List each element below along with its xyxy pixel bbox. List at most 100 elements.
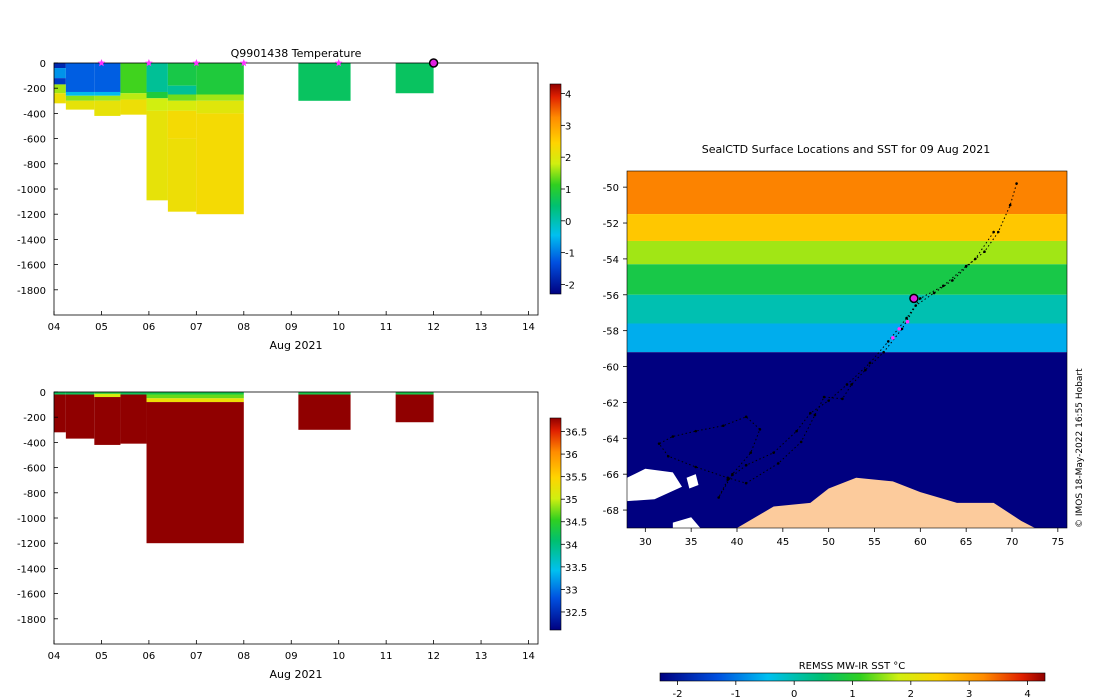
temperature-ytick-label--400: -400 bbox=[23, 109, 46, 120]
salinity-xtick-label-06: 06 bbox=[143, 651, 156, 662]
temperature-profile-5-layer-5 bbox=[167, 138, 197, 212]
temperature-title: Q9901438 Temperature bbox=[231, 47, 362, 60]
salinity-profile-4-layer-2 bbox=[146, 398, 244, 403]
map-xtick-label-65: 65 bbox=[960, 537, 973, 548]
map-xtick-label-40: 40 bbox=[731, 537, 744, 548]
recent-track-point-0 bbox=[905, 319, 910, 324]
sst-band-4 bbox=[627, 294, 1067, 324]
temperature-profile-1-layer-2 bbox=[65, 95, 95, 101]
salinity-profile-0-layer-1 bbox=[54, 394, 66, 433]
temperature-marker-circle-5 bbox=[428, 58, 439, 68]
temperature-profile-6-layer-3 bbox=[196, 113, 244, 215]
salinity-profile-5-layer-1 bbox=[298, 394, 351, 430]
map-ytick-label--58: -58 bbox=[603, 327, 619, 338]
temperature-profile-7-layer-0 bbox=[298, 63, 351, 101]
salinity-cbar-label-33: 33 bbox=[565, 585, 578, 596]
temperature-xtick-label-05: 05 bbox=[95, 322, 108, 333]
salinity-profile-2-layer-2 bbox=[94, 397, 121, 445]
map-ytick-label--60: -60 bbox=[603, 363, 619, 374]
current-location-marker bbox=[909, 293, 919, 304]
temperature-colorbar bbox=[549, 83, 562, 295]
sst-cbar-label--2: -2 bbox=[673, 689, 683, 700]
sst-map-layer bbox=[627, 171, 1067, 528]
temperature-profile-2-layer-0 bbox=[94, 63, 121, 92]
salinity-profile-1-layer-1 bbox=[65, 394, 95, 439]
temperature-profile-6-layer-2 bbox=[196, 100, 244, 114]
sst-band-2 bbox=[627, 240, 1067, 265]
salinity-xtick-label-05: 05 bbox=[95, 651, 108, 662]
sst-cbar-label-2: 2 bbox=[908, 689, 914, 700]
salinity-profile-0-layer-0 bbox=[54, 392, 66, 395]
salinity-ytick-label--1200: -1200 bbox=[17, 539, 46, 550]
temperature-profile-3-layer-0 bbox=[120, 63, 147, 94]
temperature-axes: 04 05 06 07 08 09 10 11 12 13 14 0 -200 -400 -600 -800 -… bbox=[17, 58, 535, 333]
temperature-cbar-label-1: 1 bbox=[565, 185, 571, 196]
sst-band-0 bbox=[627, 171, 1067, 215]
sst-cbar-label-0: 0 bbox=[791, 689, 797, 700]
map-xtick-label-35: 35 bbox=[685, 537, 698, 548]
salinity-ytick-label--1600: -1600 bbox=[17, 590, 46, 601]
temperature-colorbar-ticks: -2 -1 0 1 2 3 4 bbox=[561, 90, 575, 291]
track-point-33 bbox=[822, 395, 826, 399]
temperature-ytick-label-0: 0 bbox=[40, 59, 46, 70]
temperature-marker-star-1 bbox=[145, 59, 153, 67]
temperature-marker-star-0 bbox=[97, 59, 106, 67]
temperature-profile-5-layer-0 bbox=[167, 63, 197, 86]
temperature-ytick-label--600: -600 bbox=[23, 135, 46, 146]
map-xtick-label-50: 50 bbox=[822, 537, 835, 548]
temperature-profile-5-layer-1 bbox=[167, 85, 197, 95]
map-xtick-label-45: 45 bbox=[776, 537, 789, 548]
temperature-data-layer bbox=[54, 63, 434, 215]
salinity-profile-4-layer-1 bbox=[146, 394, 244, 399]
temperature-xtick-label-07: 07 bbox=[190, 322, 203, 333]
temperature-cbar-label-2: 2 bbox=[565, 153, 571, 164]
salinity-cbar-label-35.5: 35.5 bbox=[565, 473, 587, 484]
temperature-xtick-label-04: 04 bbox=[48, 322, 61, 333]
map-ytick-label--66: -66 bbox=[603, 470, 619, 481]
temperature-profile-1-layer-3 bbox=[65, 100, 95, 110]
antarctica-land bbox=[737, 477, 1035, 528]
salinity-xlabel: Aug 2021 bbox=[270, 668, 323, 681]
sst-colorbar bbox=[659, 672, 1046, 682]
temperature-profile-0-layer-2 bbox=[54, 78, 66, 85]
temperature-profile-4-layer-3 bbox=[146, 110, 168, 201]
sst-band-1 bbox=[627, 214, 1067, 241]
salinity-profile-3-layer-1 bbox=[120, 394, 147, 444]
salinity-colorbar-ticks: 32.5 33 33.5 34 34.5 35 35.5 36 36.5 bbox=[561, 428, 587, 619]
temperature-profile-4-layer-1 bbox=[146, 91, 168, 99]
temperature-cbar-label-0: 0 bbox=[565, 217, 571, 228]
salinity-profile-6-layer-0 bbox=[395, 392, 434, 395]
temperature-profile-2-layer-2 bbox=[94, 95, 121, 101]
temperature-ytick-label--200: -200 bbox=[23, 84, 46, 95]
map-xtick-label-60: 60 bbox=[914, 537, 927, 548]
salinity-cbar-label-36: 36 bbox=[565, 450, 578, 461]
map-ytick-label--68: -68 bbox=[603, 506, 619, 517]
salinity-xtick-label-11: 11 bbox=[380, 651, 393, 662]
temperature-xlabel: Aug 2021 bbox=[270, 339, 323, 352]
salinity-ytick-label--1800: -1800 bbox=[17, 615, 46, 626]
salinity-profile-4-layer-0 bbox=[146, 392, 244, 395]
temperature-marker-star-3 bbox=[240, 59, 248, 67]
salinity-xtick-label-07: 07 bbox=[190, 651, 203, 662]
salinity-axes: 04 05 06 07 08 09 10 11 12 13 14 0 -200 -400 -600 -800 -… bbox=[17, 388, 535, 662]
temperature-ytick-label--1200: -1200 bbox=[17, 210, 46, 221]
credit-text: © IMOS 18-May-2022 16:55 Hobart bbox=[1075, 368, 1085, 528]
temperature-ytick-label--1400: -1400 bbox=[17, 235, 46, 246]
salinity-colorbar bbox=[549, 417, 562, 631]
sst-colorbar-ticks: -2 -1 0 1 2 3 4 bbox=[673, 681, 1031, 700]
temperature-profile-3-layer-1 bbox=[120, 93, 147, 100]
salinity-xtick-label-09: 09 bbox=[285, 651, 298, 662]
sst-colorbar-label: REMSS MW-IR SST °C bbox=[799, 661, 906, 672]
temperature-profile-5-layer-4 bbox=[167, 110, 197, 139]
temperature-ytick-label--1600: -1600 bbox=[17, 261, 46, 272]
salinity-ytick-label--400: -400 bbox=[23, 438, 46, 449]
salinity-ytick-label--1400: -1400 bbox=[17, 564, 46, 575]
salinity-cbar-label-34.5: 34.5 bbox=[565, 518, 587, 529]
salinity-ytick-label--800: -800 bbox=[23, 489, 46, 500]
salinity-ytick-label--600: -600 bbox=[23, 464, 46, 475]
temperature-xtick-label-06: 06 bbox=[143, 322, 156, 333]
temperature-ytick-label--1000: -1000 bbox=[17, 185, 46, 196]
sst-cbar-label--1: -1 bbox=[731, 689, 741, 700]
salinity-profile-2-layer-1 bbox=[94, 393, 121, 398]
map-ytick-label--56: -56 bbox=[603, 291, 619, 302]
